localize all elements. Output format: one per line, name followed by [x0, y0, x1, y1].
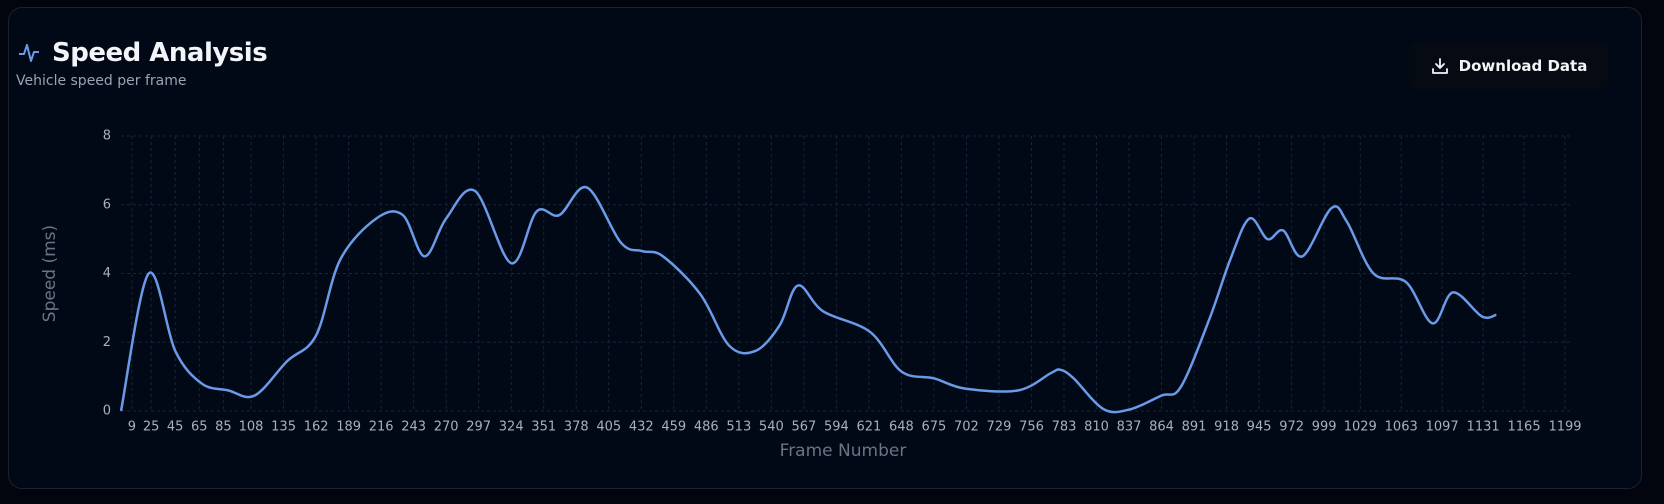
x-tick-label: 9: [128, 420, 136, 435]
x-tick-label: 972: [1279, 420, 1304, 435]
y-tick-label: 6: [103, 197, 111, 212]
x-tick-label: 65: [191, 420, 208, 435]
x-tick-label: 837: [1117, 420, 1142, 435]
x-tick-label: 108: [239, 420, 264, 435]
x-tick-label: 135: [271, 420, 296, 435]
pulse-icon: [19, 44, 39, 62]
x-tick-label: 297: [466, 420, 491, 435]
x-tick-label: 189: [336, 420, 361, 435]
x-tick-label: 243: [401, 420, 426, 435]
y-tick-label: 4: [103, 266, 111, 281]
x-tick-label: 1165: [1508, 420, 1541, 435]
card: [8, 7, 1642, 489]
x-tick-label: 567: [791, 420, 816, 435]
x-tick-label: 675: [922, 420, 947, 435]
x-tick-label: 351: [531, 420, 556, 435]
x-tick-label: 45: [167, 420, 184, 435]
x-tick-label: 621: [856, 420, 881, 435]
x-tick-label: 594: [824, 420, 849, 435]
x-tick-label: 513: [726, 420, 751, 435]
x-tick-label: 270: [434, 420, 459, 435]
x-tick-label: 1097: [1426, 420, 1459, 435]
x-tick-label: 999: [1312, 420, 1337, 435]
speed-line: [119, 186, 1497, 414]
y-tick-label: 2: [103, 335, 111, 350]
y-tick-label: 0: [103, 404, 111, 419]
x-tick-label: 432: [629, 420, 654, 435]
x-tick-label: 945: [1247, 420, 1272, 435]
x-tick-label: 1199: [1548, 420, 1581, 435]
x-tick-label: 648: [889, 420, 914, 435]
y-tick-label: 8: [103, 129, 111, 144]
x-tick-label: 25: [143, 420, 160, 435]
x-tick-label: 459: [661, 420, 686, 435]
x-tick-label: 702: [954, 420, 979, 435]
y-axis-label: Speed (ms): [40, 225, 60, 322]
download-button[interactable]: Download Data: [1409, 42, 1609, 90]
x-tick-label: 216: [369, 420, 394, 435]
title: Speed Analysis: [52, 38, 268, 68]
x-tick-label: 729: [987, 420, 1012, 435]
x-tick-label: 810: [1084, 420, 1109, 435]
x-tick-label: 85: [215, 420, 232, 435]
x-tick-label: 891: [1182, 420, 1207, 435]
x-tick-label: 486: [694, 420, 719, 435]
x-tick-label: 378: [564, 420, 589, 435]
x-tick-label: 405: [596, 420, 621, 435]
x-tick-label: 162: [304, 420, 329, 435]
download-icon: [1431, 58, 1448, 74]
download-label: Download Data: [1458, 57, 1588, 75]
subtitle: Vehicle speed per frame: [16, 73, 187, 89]
x-tick-label: 918: [1214, 420, 1239, 435]
x-tick-label: 756: [1019, 420, 1044, 435]
x-tick-label: 1131: [1467, 420, 1500, 435]
x-tick-label: 1029: [1344, 420, 1377, 435]
x-tick-label: 864: [1149, 420, 1174, 435]
x-tick-label: 1063: [1385, 420, 1418, 435]
x-tick-label: 783: [1052, 420, 1077, 435]
x-tick-label: 324: [499, 420, 524, 435]
x-tick-label: 540: [759, 420, 784, 435]
x-axis-label: Frame Number: [780, 441, 907, 461]
